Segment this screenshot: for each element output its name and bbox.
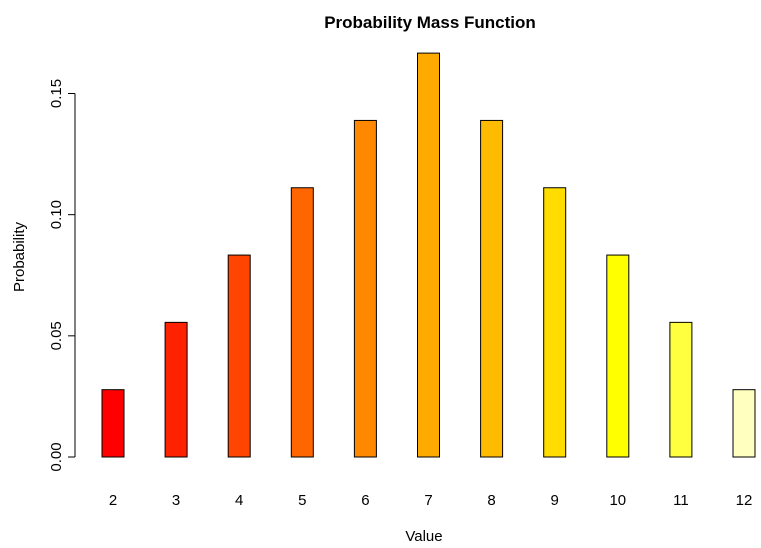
x-tick-label: 7 (424, 492, 432, 509)
bar-6 (353, 119, 377, 458)
x-tick-label: 5 (298, 492, 306, 509)
bar-10 (606, 254, 630, 458)
x-tick-label: 8 (487, 492, 495, 509)
x-tick-label: 4 (235, 492, 243, 509)
x-tick-label: 10 (609, 492, 626, 509)
x-tick-labels: 2 3 4 5 6 7 8 9 10 11 12 (109, 492, 753, 509)
y-tick-label: 0.00 (48, 442, 65, 471)
bar-7 (417, 52, 440, 458)
y-tick-label: 0.10 (48, 200, 65, 229)
bar-9 (543, 187, 567, 458)
x-axis-label: Value (405, 528, 442, 545)
bars (101, 52, 756, 458)
y-tick-label: 0.15 (48, 79, 65, 108)
x-tick-label: 2 (109, 492, 117, 509)
bar-11 (669, 321, 693, 458)
bar-8 (480, 119, 504, 458)
bar-12 (732, 389, 756, 458)
chart-title: Probability Mass Function (324, 13, 536, 32)
x-tick-label: 6 (361, 492, 369, 509)
y-axis-label: Probability (11, 221, 28, 292)
x-tick-label: 11 (673, 492, 689, 509)
bar-2 (101, 389, 125, 458)
y-tick-label: 0.05 (48, 321, 65, 350)
y-axis: 0.00 0.05 0.10 0.15 (48, 79, 76, 472)
bar-4 (227, 254, 251, 458)
x-tick-label: 3 (172, 492, 180, 509)
bar-5 (290, 187, 314, 458)
x-tick-label: 12 (736, 492, 753, 509)
bar-3 (164, 321, 188, 458)
x-tick-label: 9 (551, 492, 559, 509)
